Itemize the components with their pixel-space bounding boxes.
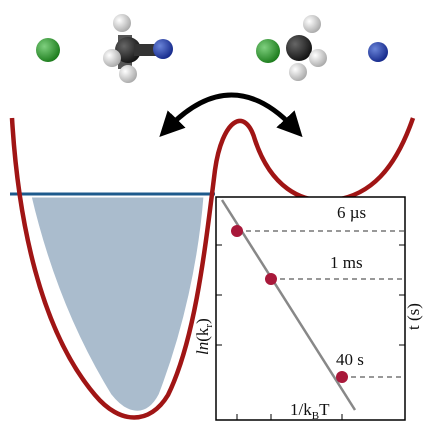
molecules (36, 14, 388, 83)
annotation: 1 ms (330, 253, 363, 272)
figure: 6 µs 1 ms 40 s 1/kBT ln(kr) t (s) (0, 0, 425, 423)
annotation: 40 s (336, 350, 364, 369)
x-axis-label: 1/kBT (290, 400, 330, 422)
annotation: 6 µs (337, 203, 366, 222)
y-axis-label: ln(kr) (193, 318, 215, 355)
right-axis-label: t (s) (404, 303, 423, 330)
inset (216, 197, 405, 420)
well-fill (30, 196, 205, 412)
